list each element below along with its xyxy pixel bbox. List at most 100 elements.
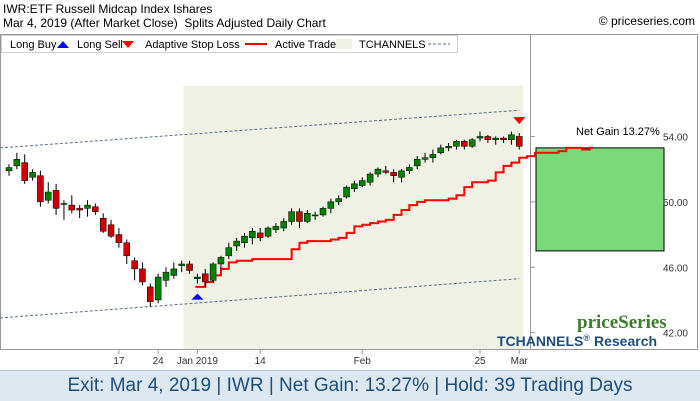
- candle-body: [178, 263, 185, 266]
- candle-body: [139, 268, 146, 283]
- chart-subtitle: Mar 4, 2019 (After Market Close) Splits …: [3, 16, 326, 30]
- x-tick-label: 14: [255, 356, 267, 367]
- candle-body: [327, 201, 335, 209]
- x-tick-label: 17: [113, 356, 125, 367]
- candle-body: [272, 226, 280, 230]
- candle-body: [249, 231, 256, 239]
- candle-body: [492, 137, 499, 140]
- candle-body: [319, 208, 327, 216]
- candle-body: [202, 273, 209, 283]
- candle-body: [335, 198, 342, 203]
- candle-body: [461, 141, 468, 147]
- legend-long-sell-label: Long Sell: [77, 39, 123, 51]
- candle-body: [421, 157, 429, 160]
- candle-body: [225, 247, 233, 257]
- candle-body: [186, 263, 193, 271]
- candle-body: [233, 240, 240, 247]
- candle-body: [406, 167, 413, 172]
- candle-body: [13, 159, 21, 167]
- candle-body: [170, 268, 178, 276]
- candle-body: [413, 159, 421, 167]
- candle-body: [382, 170, 390, 173]
- candle-body: [123, 242, 130, 257]
- candle-body: [437, 147, 444, 154]
- active-trade-region: [183, 86, 524, 349]
- candle-body: [76, 208, 83, 211]
- brand-research-text: Research: [594, 333, 657, 349]
- long-buy-marker: [191, 293, 204, 300]
- candle-body: [92, 206, 99, 212]
- candle-body: [37, 175, 44, 203]
- x-tick-label: Feb: [354, 356, 372, 367]
- candle-body: [45, 191, 52, 201]
- long-sell-icon: [122, 41, 134, 48]
- candle-body: [351, 183, 358, 190]
- brand-registered-mark: ®: [583, 333, 590, 343]
- candle-body: [476, 136, 484, 139]
- candle-body: [390, 172, 397, 176]
- tchannels-research-brand: TCHANNELS® Research: [497, 333, 657, 349]
- copyright-text: © priceseries.com: [598, 14, 695, 28]
- candle-body: [264, 227, 272, 237]
- candle-body: [500, 137, 507, 140]
- candle-body: [280, 221, 287, 229]
- long-sell-marker: [513, 117, 526, 125]
- price-chart: 42.00 46.00 50.00 54.00 17 24 Jan 2019 14 Feb 25…: [0, 34, 698, 367]
- candle-body: [508, 134, 515, 140]
- y-tick-label: 42.00: [663, 329, 688, 340]
- candle-body: [288, 211, 295, 222]
- tchannel-upper-line: [0, 109, 520, 149]
- x-tick-label: 24: [153, 356, 165, 367]
- candle-body: [516, 136, 523, 147]
- candle-body: [374, 168, 382, 175]
- candle-body: [304, 213, 311, 222]
- x-tick-label: Jan 2019: [177, 356, 219, 367]
- candle-body: [366, 173, 374, 183]
- legend-adaptive-stop-label: Adaptive Stop Loss: [145, 39, 240, 51]
- candle-body: [429, 154, 437, 158]
- trade-summary-bar: Exit: Mar 4, 2019 | IWR | Net Gain: 13.2…: [0, 370, 700, 401]
- net-gain-box: [535, 147, 665, 252]
- candle-body: [21, 162, 28, 181]
- candle-body: [209, 263, 217, 281]
- net-gain-label: Net Gain 13.27%: [576, 126, 660, 138]
- y-tick-label: 50.00: [663, 198, 688, 209]
- tchannel-lower-line: [0, 278, 520, 319]
- candle-body: [162, 271, 170, 281]
- candle-body: [217, 257, 225, 265]
- candle-body: [115, 234, 123, 243]
- candle-body: [453, 141, 460, 147]
- candle-body: [241, 235, 248, 243]
- candle-body: [468, 139, 476, 147]
- candle-body: [445, 146, 452, 149]
- candle-body: [107, 224, 115, 237]
- candle-body: [256, 232, 264, 239]
- candle-body: [84, 204, 91, 209]
- x-tick-label: 25: [474, 356, 486, 367]
- legend: Long Buy Long Sell Adaptive Stop Loss Ac…: [1, 35, 458, 53]
- candle-body: [99, 217, 107, 232]
- long-buy-icon: [57, 41, 69, 48]
- candle-body: [398, 170, 405, 178]
- candle-body: [5, 167, 13, 172]
- candle-body: [60, 203, 68, 205]
- candle-body: [311, 214, 319, 217]
- candle-body: [194, 276, 201, 279]
- legend-tchannels-label: TCHANNELS: [359, 39, 426, 51]
- trade-summary-text: Exit: Mar 4, 2019 | IWR | Net Gain: 13.2…: [67, 375, 633, 396]
- candle-body: [296, 211, 303, 222]
- priceseries-logo: priceSeries: [577, 312, 667, 333]
- candle-body: [484, 136, 492, 140]
- legend-active-trade-label: Active Trade: [275, 39, 336, 51]
- brand-tchannels-text: TCHANNELS: [497, 333, 583, 349]
- candle-body: [154, 276, 162, 301]
- candle-body: [29, 172, 36, 178]
- candle-body: [147, 286, 154, 302]
- y-tick-label: 54.00: [663, 132, 688, 143]
- legend-long-buy-label: Long Buy: [10, 39, 57, 51]
- candle-body: [359, 180, 366, 186]
- candle-body: [68, 204, 76, 211]
- active-trade-swatch: [336, 39, 352, 49]
- chart-title: IWR:ETF Russell Midcap Index Ishares: [3, 2, 213, 16]
- adaptive-stop-line: [195, 146, 593, 288]
